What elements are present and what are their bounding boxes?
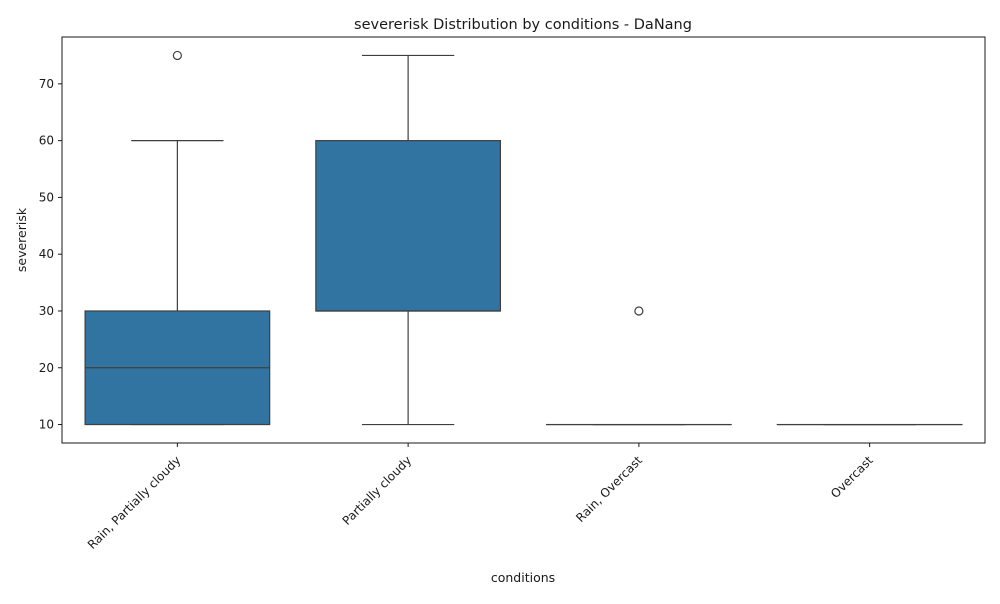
chart-title: severerisk Distribution by conditions - … (354, 17, 692, 33)
y-axis-label: severerisk (14, 207, 29, 272)
y-tick-label: 60 (39, 134, 54, 148)
y-tick-label: 50 (39, 190, 54, 204)
y-tick-label: 20 (39, 361, 54, 375)
y-axis: 10 20 30 40 50 60 70 (39, 77, 62, 432)
y-tick-label: 10 (39, 418, 54, 432)
outlier-point (635, 307, 643, 315)
x-axis-label: conditions (491, 570, 555, 585)
plot-area (85, 51, 962, 424)
box-iqr (316, 141, 501, 311)
box-group (547, 307, 732, 425)
x-tick-label: Partially cloudy (340, 453, 415, 528)
y-tick-label: 40 (39, 247, 54, 261)
y-tick-label: 70 (39, 77, 54, 91)
x-axis: Rain, Partially cloudy Partially cloudy Ra… (85, 443, 876, 552)
box-group (85, 51, 270, 424)
x-tick-label: Rain, Overcast (573, 453, 645, 525)
box-group (316, 55, 501, 424)
x-tick-label: Overcast (828, 453, 876, 501)
outlier-point (173, 51, 181, 59)
y-tick-label: 30 (39, 304, 54, 318)
x-tick-label: Rain, Partially cloudy (85, 453, 184, 552)
